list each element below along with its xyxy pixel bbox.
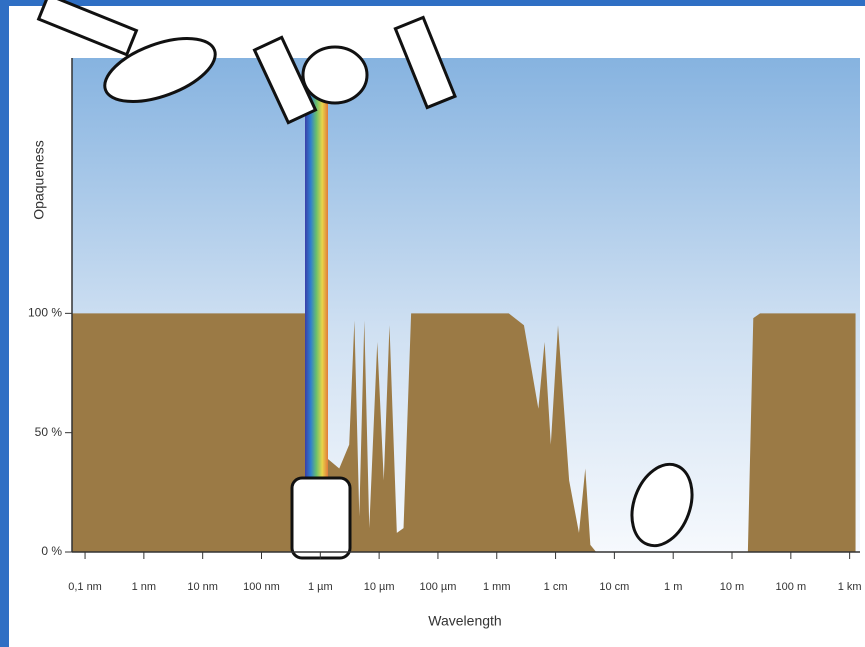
x-tick-label: 1 km xyxy=(838,581,862,593)
x-tick-label: 100 µm xyxy=(419,581,456,593)
frame-left xyxy=(0,0,9,647)
observatory xyxy=(290,476,352,560)
satellite xyxy=(301,45,369,105)
y-tick-label: 0 % xyxy=(41,544,62,558)
satellite-panel xyxy=(36,0,139,57)
x-tick-label: 0,1 nm xyxy=(68,581,102,593)
satellite xyxy=(103,37,217,103)
radio-dish xyxy=(630,462,694,548)
x-tick-label: 100 nm xyxy=(243,581,280,593)
x-tick-label: 10 µm xyxy=(364,581,395,593)
x-tick-label: 1 µm xyxy=(308,581,333,593)
x-tick-label: 1 m xyxy=(664,581,682,593)
frame-top xyxy=(0,0,865,6)
satellite xyxy=(393,15,457,110)
x-tick-label: 10 m xyxy=(720,581,744,593)
x-tick-label: 100 m xyxy=(776,581,807,593)
y-tick-label: 100 % xyxy=(28,306,62,320)
y-axis-label: Opaqueness xyxy=(31,140,47,219)
x-tick-label: 10 cm xyxy=(599,581,629,593)
x-tick-label: 10 nm xyxy=(187,581,218,593)
y-tick-label: 50 % xyxy=(35,425,63,439)
x-tick-label: 1 mm xyxy=(483,581,511,593)
visible-band xyxy=(305,90,328,480)
x-axis-label: Wavelength xyxy=(428,613,501,629)
x-tick-label: 1 cm xyxy=(544,581,568,593)
x-tick-label: 1 nm xyxy=(132,581,156,593)
telescopes xyxy=(36,0,694,560)
opacity-area xyxy=(72,313,856,552)
satellite-panel xyxy=(252,35,318,125)
